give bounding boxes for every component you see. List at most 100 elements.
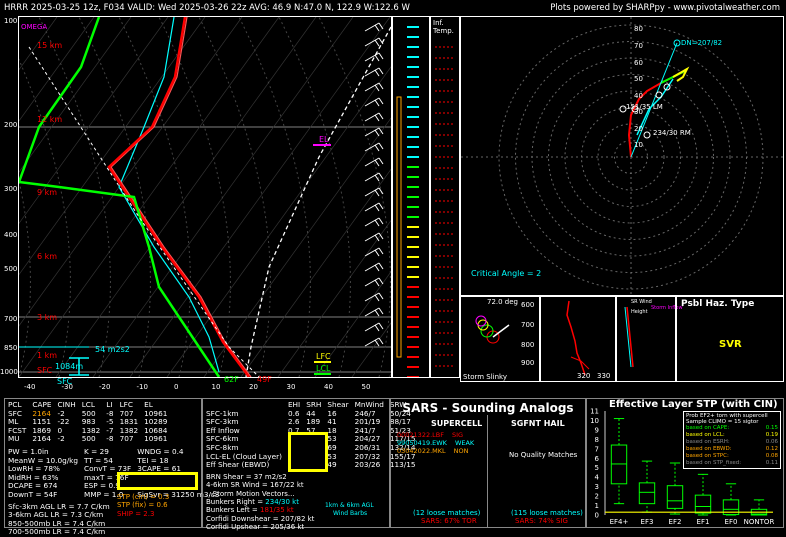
kin-cell-0-3: 16 (327, 408, 337, 418)
theta-p-700: 700 (521, 321, 535, 329)
sars-match-1: 99050419.EWK WEAK (397, 439, 475, 447)
lapse-rate-3: 700-500mb LR = 7.4 C/km (8, 527, 106, 537)
sr-wind-panel: SR Wind Height Storm Inflow (616, 296, 683, 382)
ring-label-30: 30 (634, 108, 643, 116)
barb-label-2: Wind Barbs (333, 510, 368, 517)
stp-xtick-EF3: EF3 (641, 518, 654, 526)
param-cell-0-5: 707 (119, 408, 134, 418)
param-cell-1-4: -5 (106, 417, 114, 427)
pressure-tick-400: 400 (4, 231, 18, 239)
kin-cell-4-5: 132/14 (389, 442, 416, 452)
ring-label-60: 60 (634, 59, 643, 67)
param-header-1: CAPE (32, 400, 52, 409)
stp-prob-row-5: based on STP_fixed: 0.11 (686, 460, 778, 466)
kin-cell-0-0: SFC-1km (206, 408, 239, 418)
kinematic-extra: BRN Shear = 37 m2/s2 4-6km SR Wind = 167/… (203, 473, 389, 489)
kin-header-1: EHI (287, 400, 301, 409)
param-cell-0-0: SFC (8, 408, 22, 418)
stp-box-title-1: Prob EF2+ torn with supercell (686, 413, 768, 419)
misc-cell-5-0: DownT = 54F (8, 489, 58, 499)
sars-title: SARS - Sounding Analogs (402, 401, 574, 415)
critical-angle-label: Critical Angle = 2 (471, 269, 542, 278)
kin-cell-4-4: 206/31 (354, 442, 381, 452)
kin-cell-3-0: SFC-6km (206, 434, 239, 444)
stp-prob-row-2: based on ESRH: 0.06 (686, 439, 778, 445)
pressure-tick-1000: 1000 (0, 368, 18, 376)
bunkers-lm-label: 151/35 LM (626, 103, 663, 111)
param-cell-3-1: 2164 (32, 434, 51, 444)
kin-extra-0: BRN Shear = 37 m2/s2 (206, 472, 287, 481)
kin-cell-4-0: SFC-8km (206, 442, 239, 452)
kin-cell-3-4: 204/27 (354, 434, 381, 444)
kin-cell-0-5: 50/24 (389, 408, 411, 418)
param-cell-1-3: 983 (81, 417, 96, 427)
misc-cell-2-0: LowRH = 78% (8, 464, 60, 474)
kin-cell-3-5: 117/15 (389, 434, 416, 444)
lapse-rate-2: 850-500mb LR = 7.4 C/km (8, 518, 106, 528)
stp-ytick-10: 10 (590, 417, 599, 425)
kin-header-4: MnWind (354, 400, 384, 409)
kin-cell-6-4: 203/26 (354, 460, 381, 470)
stp-ytick-3: 3 (595, 483, 599, 491)
param-cell-3-6: 10961 (144, 434, 168, 444)
ring-label-80: 80 (634, 25, 643, 33)
skewt-panel: OMEGA 15 km 12 km 9 km 6 km 3 km 1 km 10… (0, 16, 687, 386)
param-header-4: LI (106, 400, 113, 409)
height-label-1km: 1 km (37, 351, 58, 360)
storm-motion-3: Corfidi Upshear = 205/36 kt (206, 522, 305, 531)
barb-label-1: 1km & 6km AGL (325, 502, 374, 509)
pressure-tick-500: 500 (4, 265, 18, 273)
misc-cell-1-2: TEI = 18 (137, 455, 169, 465)
kin-cell-5-0: LCL-EL (Cloud Layer) (206, 451, 282, 461)
skewt-diagram (0, 16, 687, 378)
wetbulb-profile (118, 16, 220, 373)
stp-box-title-2: Sample CLIMO = 15 sigtor (686, 419, 759, 425)
stp-ytick-7: 7 (595, 445, 599, 453)
stp-prob-row-0: based on CAPE: 0.15 (686, 425, 778, 431)
param-cell-0-1: 2164 (32, 408, 51, 418)
temp-tick-9: 50 (361, 383, 371, 391)
param-cell-2-2: 0 (57, 425, 63, 435)
parcel-table: PCL CAPE CINH LCL LI LFC EL SFC 2164 -2 500 -8 707 10… (5, 400, 170, 444)
bunkers-rm-label: 234/30 RM (653, 129, 691, 137)
storm-motion-1: Bunkers Left = 181/35 kt (206, 506, 294, 515)
stp-ytick-5: 5 (595, 464, 599, 472)
kin-cell-6-3: 49 (327, 460, 337, 470)
param-cell-3-4: -8 (106, 434, 114, 444)
misc-cell-0-2: WNDG = 0.4 (137, 446, 184, 456)
param-cell-0-4: -8 (106, 408, 114, 418)
parcel-trace (245, 26, 392, 378)
height-label-sfc: SFC (37, 366, 53, 375)
kin-cell-5-4: 207/32 (354, 451, 381, 461)
layer-height-label: 1084m (55, 362, 84, 371)
kin-cell-1-3: 41 (327, 417, 337, 427)
sigsvr-highlight (117, 472, 198, 490)
stp-box-EF0 (722, 483, 740, 516)
lapse-rate-0: Sfc-3km AGL LR = 7.7 C/km (8, 501, 110, 511)
kinematics-table: EHI SRH Shear MnWind SRW SFC-1km 0.6 44 16 246/7 5… (203, 400, 419, 470)
stp-ytick-1: 1 (595, 502, 599, 510)
kin-header-5: SRW (389, 400, 407, 409)
composite-0: STP (cin) = 0.3 (117, 493, 170, 501)
temp-tick-0: -40 (24, 383, 36, 391)
sfc-label: SFC (57, 377, 73, 386)
parameter-panel: PCL CAPE CINH LCL LI LFC EL SFC 2164 -2 500 -8 707 10… (4, 398, 219, 536)
stp-xtick-EF1: EF1 (697, 518, 710, 526)
misc-cell-2-2: 3CAPE = 61 (137, 464, 182, 474)
stp-ytick-9: 9 (595, 426, 599, 434)
height-label-6km: 6 km (37, 252, 58, 261)
misc-cell-3-1: maxT = 76F (84, 472, 129, 482)
stp-ytick-0: 0 (595, 512, 599, 520)
kin-cell-1-2: 189 (306, 417, 321, 427)
pressure-tick-100: 100 (4, 17, 18, 25)
param-cell-2-4: -7 (106, 425, 114, 435)
theta-p-800: 800 (521, 341, 535, 349)
stp-prob-box: Prob EF2+ torn with supercell Sample CLI… (683, 411, 781, 469)
misc-cell-0-0: PW = 1.0in (8, 446, 49, 456)
misc-cell-2-1: ConvT = 73F (84, 464, 132, 474)
misc-cell-3-0: MidRH = 63% (8, 472, 59, 482)
kinematics-panel: EHI SRH Shear MnWind SRW SFC-1km 0.6 44 16 246/7 5… (202, 398, 416, 531)
param-cell-2-1: 1869 (32, 425, 51, 435)
hail-footer-1: (115 loose matches) (511, 509, 583, 517)
